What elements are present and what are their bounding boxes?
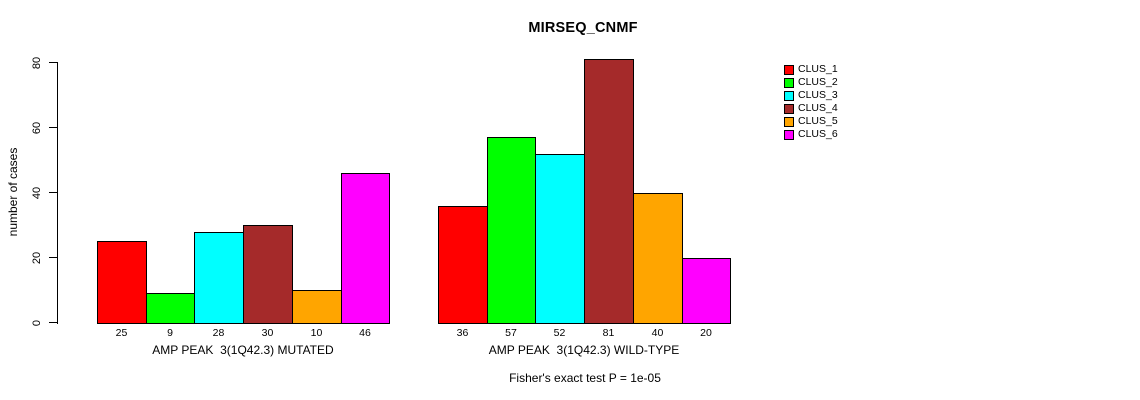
legend-item: CLUS_2 bbox=[784, 76, 838, 89]
legend-item: CLUS_4 bbox=[784, 102, 838, 115]
bar bbox=[292, 290, 342, 324]
y-tick-label: 40 bbox=[31, 186, 43, 199]
legend-swatch bbox=[784, 90, 794, 101]
legend-label: CLUS_6 bbox=[798, 128, 838, 140]
y-tick-label: 80 bbox=[31, 56, 43, 69]
bar bbox=[633, 192, 683, 324]
x-axis-group-label: AMP PEAK 3(1Q42.3) MUTATED bbox=[152, 343, 334, 357]
bar-value-label: 81 bbox=[602, 327, 615, 339]
legend-swatch bbox=[784, 129, 794, 140]
legend-label: CLUS_5 bbox=[798, 115, 838, 127]
bar bbox=[243, 225, 293, 324]
legend-swatch bbox=[784, 77, 794, 88]
legend-label: CLUS_3 bbox=[798, 89, 838, 101]
bar-value-label: 10 bbox=[310, 327, 323, 339]
y-tick bbox=[49, 191, 58, 194]
legend-label: CLUS_2 bbox=[798, 76, 838, 88]
bar bbox=[682, 257, 731, 324]
bar-value-label: 9 bbox=[167, 327, 173, 339]
bar bbox=[438, 205, 488, 324]
bar-value-label: 20 bbox=[700, 327, 712, 339]
bar bbox=[584, 59, 634, 324]
legend-label: CLUS_1 bbox=[798, 63, 838, 75]
chart-title: MIRSEQ_CNMF bbox=[528, 20, 638, 36]
bar bbox=[487, 137, 536, 324]
bar bbox=[194, 231, 244, 324]
bar-value-label: 36 bbox=[456, 327, 469, 339]
legend: CLUS_1 CLUS_2 CLUS_3 CLUS_4 CLUS_5 CLUS_6 bbox=[784, 63, 838, 141]
y-tick bbox=[49, 126, 58, 129]
y-tick-label: 60 bbox=[31, 121, 43, 134]
y-tick-label: 0 bbox=[31, 319, 43, 326]
legend-swatch bbox=[784, 103, 794, 114]
bar-value-label: 30 bbox=[261, 327, 274, 339]
bar-value-label: 40 bbox=[651, 327, 664, 339]
legend-item: CLUS_6 bbox=[784, 128, 838, 141]
bar bbox=[97, 241, 147, 324]
bar-value-label: 25 bbox=[115, 327, 128, 339]
legend-label: CLUS_4 bbox=[798, 102, 838, 114]
y-axis-label: number of cases bbox=[6, 147, 20, 237]
legend-swatch bbox=[784, 116, 794, 127]
bar-value-label: 46 bbox=[359, 327, 371, 339]
fisher-test-footnote: Fisher's exact test P = 1e-05 bbox=[509, 371, 661, 385]
bar bbox=[535, 153, 585, 324]
bar bbox=[341, 173, 390, 324]
y-tick bbox=[49, 61, 58, 64]
y-tick bbox=[49, 256, 58, 259]
bar-value-label: 28 bbox=[212, 327, 225, 339]
bar-value-label: 57 bbox=[505, 327, 517, 339]
legend-swatch bbox=[784, 64, 794, 75]
x-axis-group-label: AMP PEAK 3(1Q42.3) WILD-TYPE bbox=[488, 343, 680, 357]
legend-item: CLUS_3 bbox=[784, 89, 838, 102]
bar-value-label: 52 bbox=[553, 327, 566, 339]
legend-item: CLUS_1 bbox=[784, 63, 838, 76]
bar bbox=[146, 293, 195, 324]
y-tick-label: 20 bbox=[31, 251, 43, 264]
y-tick bbox=[49, 321, 58, 324]
legend-item: CLUS_5 bbox=[784, 115, 838, 128]
